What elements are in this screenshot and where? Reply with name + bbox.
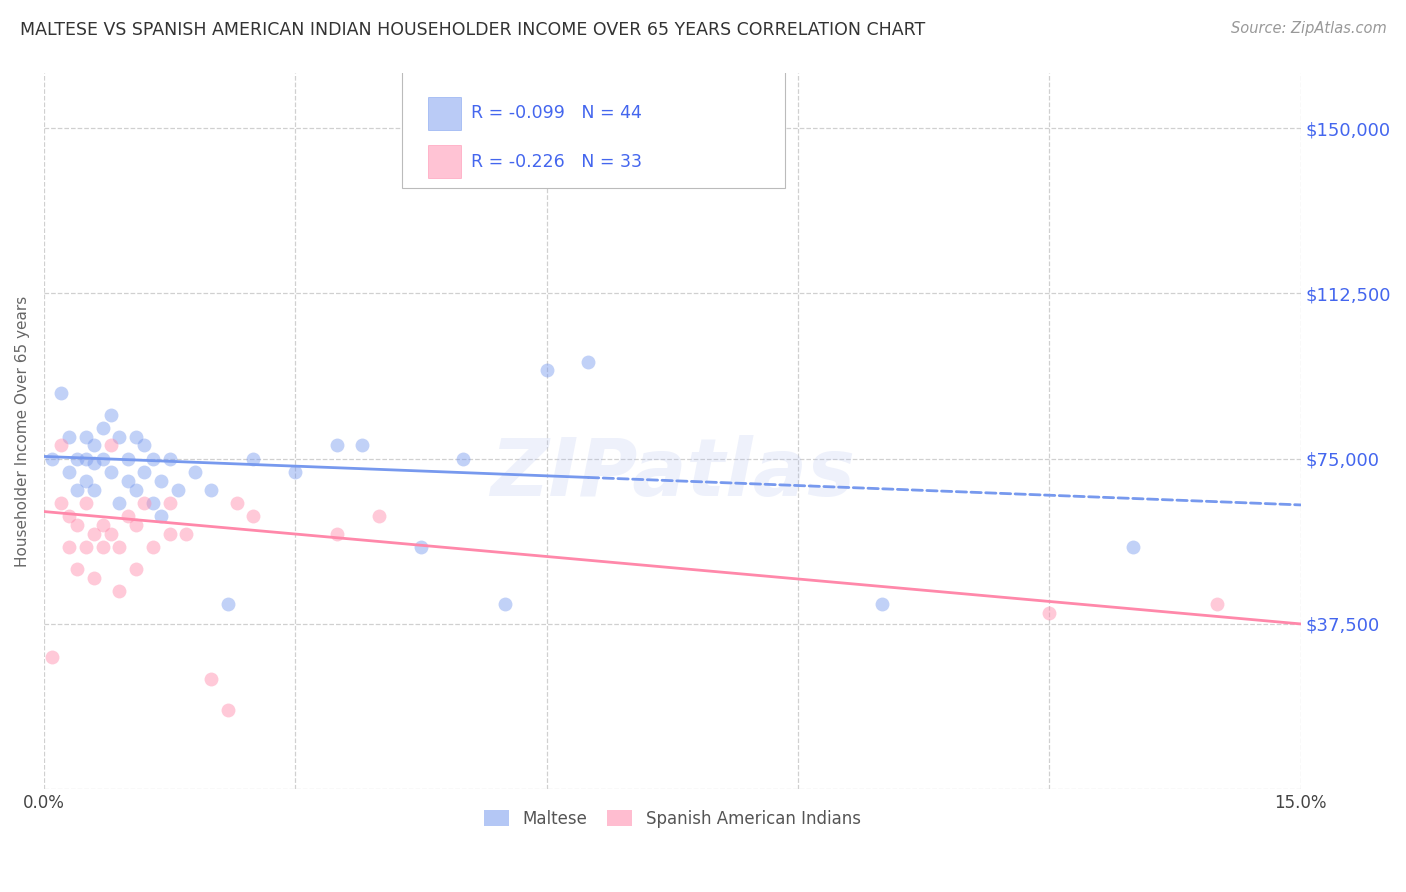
Point xyxy=(225,496,247,510)
Point xyxy=(75,540,97,554)
Point xyxy=(142,496,165,510)
Point xyxy=(142,451,165,466)
Point xyxy=(83,438,105,452)
Point xyxy=(200,672,222,686)
Point xyxy=(1205,597,1227,611)
Point xyxy=(108,496,131,510)
Point xyxy=(1038,606,1060,620)
Point xyxy=(125,517,148,532)
Point xyxy=(49,385,72,400)
Point xyxy=(83,456,105,470)
Point xyxy=(159,526,181,541)
Point xyxy=(117,508,139,523)
Point xyxy=(494,597,516,611)
Point xyxy=(159,451,181,466)
Point xyxy=(58,429,80,443)
Point xyxy=(100,465,122,479)
Point xyxy=(100,526,122,541)
Point xyxy=(66,562,89,576)
Point xyxy=(83,483,105,497)
Point xyxy=(134,465,156,479)
Point xyxy=(83,571,105,585)
Point xyxy=(83,526,105,541)
Point xyxy=(368,508,391,523)
Point xyxy=(75,451,97,466)
Point xyxy=(176,526,198,541)
Y-axis label: Householder Income Over 65 years: Householder Income Over 65 years xyxy=(15,295,30,566)
Point xyxy=(134,496,156,510)
Point xyxy=(66,451,89,466)
Point xyxy=(117,474,139,488)
Point xyxy=(100,408,122,422)
Point xyxy=(108,429,131,443)
Point xyxy=(108,540,131,554)
Text: MALTESE VS SPANISH AMERICAN INDIAN HOUSEHOLDER INCOME OVER 65 YEARS CORRELATION : MALTESE VS SPANISH AMERICAN INDIAN HOUSE… xyxy=(20,21,925,39)
Point xyxy=(58,508,80,523)
Legend: Maltese, Spanish American Indians: Maltese, Spanish American Indians xyxy=(477,804,868,835)
Point xyxy=(150,474,173,488)
Point xyxy=(326,438,349,452)
Point xyxy=(870,597,893,611)
Point xyxy=(66,517,89,532)
Point xyxy=(284,465,307,479)
Point xyxy=(578,354,600,368)
Point xyxy=(66,483,89,497)
Point xyxy=(217,597,239,611)
Point xyxy=(183,465,205,479)
Text: ZIPatlas: ZIPatlas xyxy=(489,435,855,513)
Point xyxy=(326,526,349,541)
Point xyxy=(49,438,72,452)
Point xyxy=(150,508,173,523)
Point xyxy=(41,650,63,665)
Point xyxy=(91,517,114,532)
FancyBboxPatch shape xyxy=(429,96,461,129)
Point xyxy=(91,421,114,435)
Point xyxy=(217,703,239,717)
Point xyxy=(91,451,114,466)
Point xyxy=(1122,540,1144,554)
Text: R = -0.099   N = 44: R = -0.099 N = 44 xyxy=(471,104,643,122)
Point xyxy=(41,451,63,466)
Point xyxy=(134,438,156,452)
Point xyxy=(451,451,474,466)
Point xyxy=(75,429,97,443)
Point xyxy=(125,562,148,576)
FancyBboxPatch shape xyxy=(429,145,461,178)
Point xyxy=(167,483,190,497)
Point xyxy=(125,483,148,497)
Point xyxy=(125,429,148,443)
Point xyxy=(75,496,97,510)
Point xyxy=(58,540,80,554)
Text: Source: ZipAtlas.com: Source: ZipAtlas.com xyxy=(1230,21,1386,37)
Point xyxy=(536,363,558,377)
Point xyxy=(100,438,122,452)
Point xyxy=(352,438,374,452)
Point xyxy=(242,508,264,523)
Point xyxy=(75,474,97,488)
Point xyxy=(117,451,139,466)
Point xyxy=(108,583,131,598)
Point xyxy=(58,465,80,479)
Point xyxy=(91,540,114,554)
Point xyxy=(409,540,432,554)
Point xyxy=(200,483,222,497)
Point xyxy=(142,540,165,554)
Point xyxy=(49,496,72,510)
Point xyxy=(242,451,264,466)
FancyBboxPatch shape xyxy=(402,70,786,187)
Text: R = -0.226   N = 33: R = -0.226 N = 33 xyxy=(471,153,643,170)
Point xyxy=(159,496,181,510)
